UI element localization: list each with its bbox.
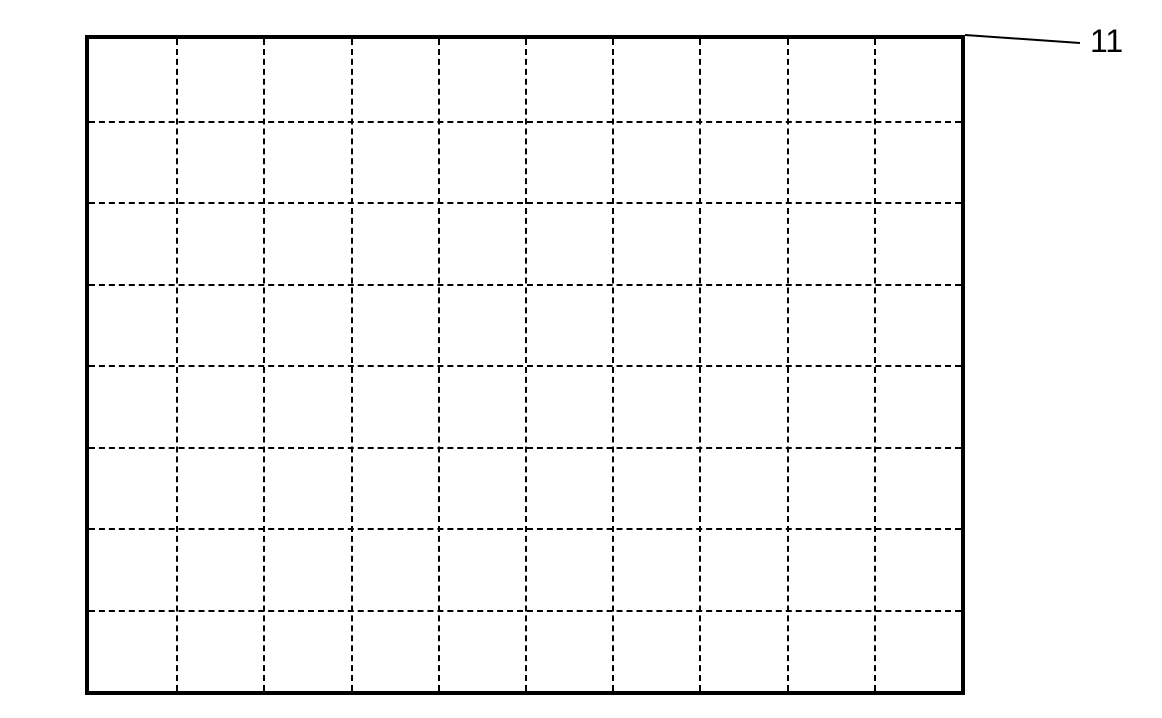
grid-hline bbox=[89, 365, 961, 367]
grid-hline bbox=[89, 528, 961, 530]
grid-hline bbox=[89, 202, 961, 204]
grid-container bbox=[85, 35, 965, 695]
grid-border bbox=[85, 35, 965, 695]
grid-hline bbox=[89, 284, 961, 286]
grid-hline bbox=[89, 447, 961, 449]
annotation-label: 11 bbox=[1090, 23, 1123, 60]
grid-hline bbox=[89, 121, 961, 123]
grid-hline bbox=[89, 610, 961, 612]
